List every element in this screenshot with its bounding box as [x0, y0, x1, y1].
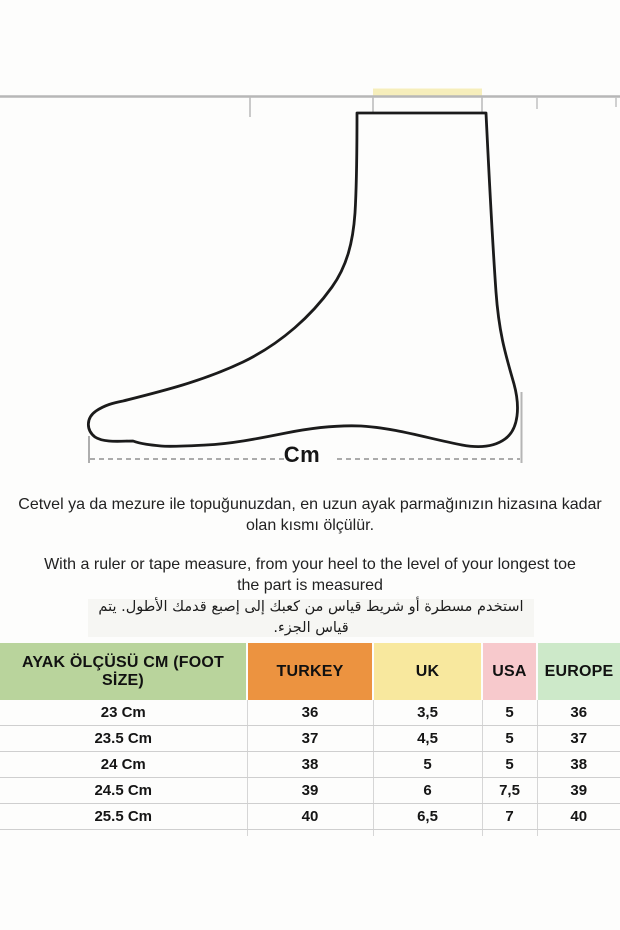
cell-foot-size: 23 Cm: [0, 700, 247, 726]
cell-usa: 5: [481, 700, 537, 726]
cropped-table-edge-strip: [0, 88, 620, 117]
header-turkey: TURKEY: [246, 643, 373, 700]
header-uk: UK: [372, 643, 482, 700]
cell-europe: 40: [536, 803, 620, 830]
instruction-english-line1: With a ruler or tape measure, from your …: [44, 556, 576, 573]
cell-turkey: 36: [246, 700, 373, 726]
header-europe: EUROPE: [536, 643, 620, 700]
instruction-arabic: استخدم مسطرة أو شريط قياس من كعبك إلى إص…: [88, 599, 534, 637]
cell-europe: 36: [536, 700, 620, 726]
table-row: 25.5 Cm 40 6,5 7 40: [0, 803, 620, 830]
instruction-english-line2: the part is measured: [237, 577, 383, 594]
cell-turkey: 38: [246, 751, 373, 778]
foot-outline: [86, 111, 519, 448]
cell-turkey: 39: [246, 777, 373, 804]
table-row: 24 Cm 38 5 5 38: [0, 751, 620, 778]
cell-usa: 7,5: [481, 777, 537, 804]
table-bottom-edge: [0, 829, 620, 836]
cell-usa: 5: [481, 725, 537, 752]
cell-usa: 7: [481, 803, 537, 830]
cm-measure-label: Cm: [283, 442, 321, 467]
cell-uk: 6: [372, 777, 482, 804]
cell-europe: 38: [536, 751, 620, 778]
instruction-turkish-line2: olan kısmı ölçülür.: [245, 517, 375, 534]
cell-uk: 4,5: [372, 725, 482, 752]
instruction-arabic-line: استخدم مسطرة أو شريط قياس من كعبك إلى إص…: [98, 599, 524, 636]
table-header-row: AYAK ÖLÇÜSÜ CM (FOOT SİZE) TURKEY UK USA…: [0, 643, 620, 700]
table-row: 23.5 Cm 37 4,5 5 37: [0, 725, 620, 752]
cell-foot-size: 24 Cm: [0, 751, 247, 778]
header-foot-size: AYAK ÖLÇÜSÜ CM (FOOT SİZE): [0, 643, 247, 700]
instruction-turkish: Cetvel ya da mezure ile topuğunuzdan, en…: [0, 494, 620, 536]
cell-uk: 6,5: [372, 803, 482, 830]
size-conversion-table: AYAK ÖLÇÜSÜ CM (FOOT SİZE) TURKEY UK USA…: [0, 643, 620, 836]
cell-europe: 37: [536, 725, 620, 752]
cell-turkey: 37: [246, 725, 373, 752]
header-usa: USA: [481, 643, 537, 700]
cell-turkey: 40: [246, 803, 373, 830]
cell-foot-size: 25.5 Cm: [0, 803, 247, 830]
cell-foot-size: 23.5 Cm: [0, 725, 247, 752]
table-row: 23 Cm 36 3,5 5 36: [0, 700, 620, 726]
cell-foot-size: 24.5 Cm: [0, 777, 247, 804]
measure-guide-line: [88, 392, 523, 463]
table-row: 24.5 Cm 39 6 7,5 39: [0, 777, 620, 804]
cell-europe: 39: [536, 777, 620, 804]
instruction-english: With a ruler or tape measure, from your …: [0, 554, 620, 596]
foot-measurement-diagram: [0, 88, 620, 463]
instruction-turkish-line1: Cetvel ya da mezure ile topuğunuzdan, en…: [18, 496, 602, 513]
cell-uk: 3,5: [372, 700, 482, 726]
cell-uk: 5: [372, 751, 482, 778]
cell-usa: 5: [481, 751, 537, 778]
